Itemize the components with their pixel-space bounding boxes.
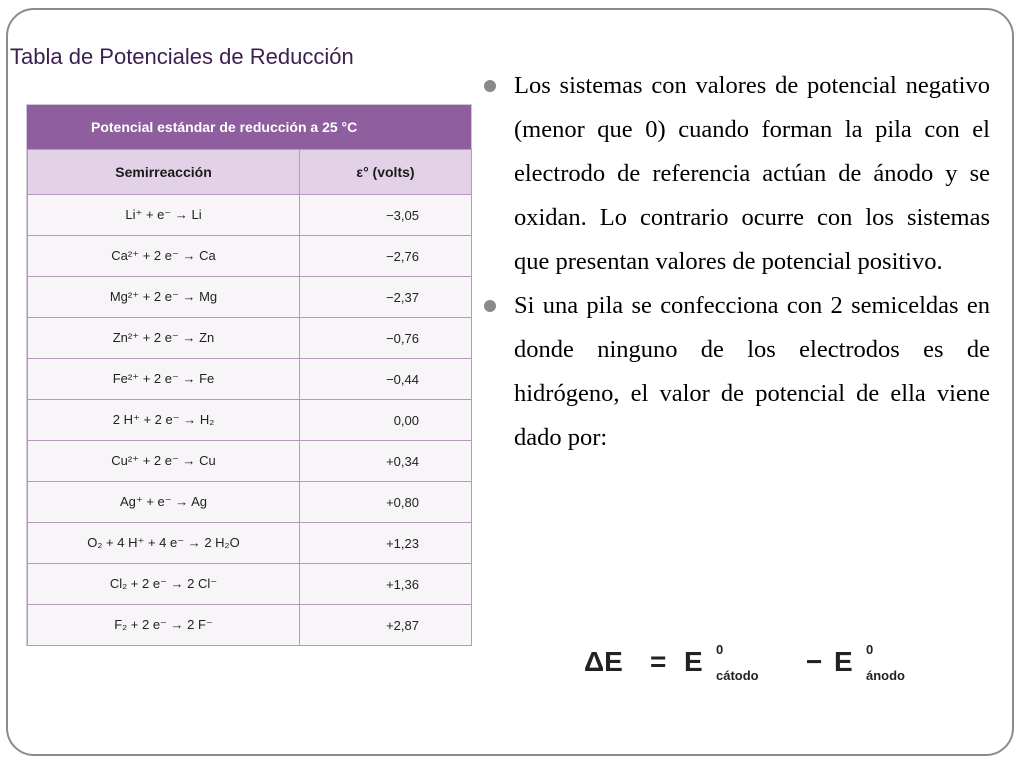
formula-e-cathode-sup: 0: [716, 642, 724, 657]
potential-cell: +1,23: [299, 522, 472, 564]
table-row: Li⁺ + e⁻ → Li −3,05: [27, 194, 472, 236]
formula-e-cathode-sub: cátodo: [716, 668, 759, 683]
reaction-cell: 2 H⁺ + 2 e⁻ → H₂: [27, 399, 300, 441]
potential-cell: −2,37: [299, 276, 472, 318]
table-row: Cl₂ + 2 e⁻ → 2 Cl⁻ +1,36: [27, 563, 472, 605]
table-row: Mg²⁺ + 2 e⁻ → Mg −2,37: [27, 276, 472, 318]
table-row: Ca²⁺ + 2 e⁻ → Ca −2,76: [27, 235, 472, 277]
table-row: O₂ + 4 H⁺ + 4 e⁻ → 2 H₂O +1,23: [27, 522, 472, 564]
reaction-cell: Cl₂ + 2 e⁻ → 2 Cl⁻: [27, 563, 300, 605]
reduction-potentials-table: Potencial estándar de reducción a 25 °C …: [26, 104, 472, 646]
potential-cell: +0,34: [299, 440, 472, 482]
table-row: Fe²⁺ + 2 e⁻ → Fe −0,44: [27, 358, 472, 400]
table-row: Ag⁺ + e⁻ → Ag +0,80: [27, 481, 472, 523]
formula-minus: −: [806, 646, 823, 677]
formula-e-anode-sub: ánodo: [866, 668, 905, 683]
table-row: Cu²⁺ + 2 e⁻ → Cu +0,34: [27, 440, 472, 482]
column-header-reaction: Semirreacción: [27, 149, 300, 195]
potentials-grid: Semirreacción ε° (volts) Li⁺ + e⁻ → Li −3…: [27, 149, 472, 646]
reaction-cell: Li⁺ + e⁻ → Li: [27, 194, 300, 236]
reaction-cell: F₂ + 2 e⁻ → 2 F⁻: [27, 604, 300, 646]
potential-cell: +1,36: [299, 563, 472, 605]
potential-cell: −3,05: [299, 194, 472, 236]
table-row: F₂ + 2 e⁻ → 2 F⁻ +2,87: [27, 604, 472, 646]
reaction-cell: Cu²⁺ + 2 e⁻ → Cu: [27, 440, 300, 482]
formula-equals: =: [650, 646, 667, 677]
reaction-cell: Zn²⁺ + 2 e⁻ → Zn: [27, 317, 300, 359]
potential-cell: −0,44: [299, 358, 472, 400]
table-header: Potencial estándar de reducción a 25 °C: [27, 105, 471, 149]
formula-e-anode: E: [834, 646, 853, 677]
reaction-cell: Fe²⁺ + 2 e⁻ → Fe: [27, 358, 300, 400]
potential-cell: 0,00: [299, 399, 472, 441]
reaction-cell: Ag⁺ + e⁻ → Ag: [27, 481, 300, 523]
reaction-cell: Mg²⁺ + 2 e⁻ → Mg: [27, 276, 300, 318]
formula-delta-e: ΔE: [584, 646, 623, 677]
table-row: 2 H⁺ + 2 e⁻ → H₂ 0,00: [27, 399, 472, 441]
bullet-point: Los sistemas con valores de potencial ne…: [482, 64, 990, 284]
reaction-cell: O₂ + 4 H⁺ + 4 e⁻ → 2 H₂O: [27, 522, 300, 564]
bullet-list: Los sistemas con valores de potencial ne…: [482, 64, 990, 460]
formula-e-anode-sup: 0: [866, 642, 874, 657]
bullet-point: Si una pila se confecciona con 2 semicel…: [482, 284, 990, 460]
potential-cell: −2,76: [299, 235, 472, 277]
formula-e-cathode: E: [684, 646, 703, 677]
potential-cell: −0,76: [299, 317, 472, 359]
column-header-potential: ε° (volts): [299, 149, 472, 195]
slide-title: Tabla de Potenciales de Reducción: [10, 44, 354, 69]
table-row: Zn²⁺ + 2 e⁻ → Zn −0,76: [27, 317, 472, 359]
potential-cell: +2,87: [299, 604, 472, 646]
slide-frame: [6, 8, 1014, 756]
potential-cell: +0,80: [299, 481, 472, 523]
reaction-cell: Ca²⁺ + 2 e⁻ → Ca: [27, 235, 300, 277]
column-header-row: Semirreacción ε° (volts): [27, 149, 472, 195]
